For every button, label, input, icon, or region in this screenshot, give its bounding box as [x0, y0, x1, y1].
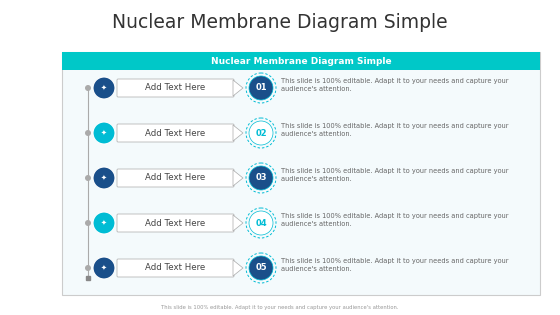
Text: Add Text Here: Add Text Here	[146, 129, 206, 138]
Circle shape	[93, 77, 115, 99]
Polygon shape	[233, 170, 243, 186]
Text: Add Text Here: Add Text Here	[146, 83, 206, 93]
Text: This slide is 100% editable. Adapt it to your needs and capture your audience's : This slide is 100% editable. Adapt it to…	[161, 306, 399, 311]
Text: Add Text Here: Add Text Here	[146, 174, 206, 182]
Polygon shape	[233, 260, 243, 276]
Circle shape	[93, 167, 115, 189]
Circle shape	[93, 212, 115, 234]
FancyBboxPatch shape	[117, 169, 234, 187]
Text: ✦: ✦	[101, 220, 107, 226]
Text: This slide is 100% editable. Adapt it to your needs and capture your
audience's : This slide is 100% editable. Adapt it to…	[281, 168, 508, 182]
Circle shape	[85, 265, 91, 271]
FancyBboxPatch shape	[62, 52, 540, 295]
FancyBboxPatch shape	[117, 259, 234, 277]
FancyBboxPatch shape	[117, 124, 234, 142]
Circle shape	[246, 118, 276, 148]
Text: Add Text Here: Add Text Here	[146, 219, 206, 227]
Polygon shape	[233, 125, 243, 141]
Text: 03: 03	[255, 174, 267, 182]
Circle shape	[249, 121, 273, 145]
Circle shape	[246, 253, 276, 283]
Text: 05: 05	[255, 264, 267, 272]
FancyBboxPatch shape	[117, 214, 234, 232]
Text: This slide is 100% editable. Adapt it to your needs and capture your
audience's : This slide is 100% editable. Adapt it to…	[281, 123, 508, 137]
Text: ✦: ✦	[101, 130, 107, 136]
FancyBboxPatch shape	[62, 52, 540, 70]
Text: This slide is 100% editable. Adapt it to your needs and capture your
audience's : This slide is 100% editable. Adapt it to…	[281, 213, 508, 227]
Text: Nuclear Membrane Diagram Simple: Nuclear Membrane Diagram Simple	[112, 13, 448, 32]
Circle shape	[249, 211, 273, 235]
FancyBboxPatch shape	[117, 79, 234, 97]
Circle shape	[85, 175, 91, 181]
Polygon shape	[233, 80, 243, 96]
Text: Nuclear Membrane Diagram Simple: Nuclear Membrane Diagram Simple	[211, 56, 391, 66]
Circle shape	[249, 256, 273, 280]
Text: 04: 04	[255, 219, 267, 227]
Circle shape	[249, 76, 273, 100]
Circle shape	[246, 163, 276, 193]
Circle shape	[246, 208, 276, 238]
Text: Add Text Here: Add Text Here	[146, 264, 206, 272]
Circle shape	[93, 122, 115, 144]
Text: 01: 01	[255, 83, 267, 93]
Polygon shape	[233, 215, 243, 231]
Circle shape	[93, 257, 115, 279]
Circle shape	[246, 73, 276, 103]
Text: ✦: ✦	[101, 265, 107, 271]
Text: This slide is 100% editable. Adapt it to your needs and capture your
audience's : This slide is 100% editable. Adapt it to…	[281, 78, 508, 92]
Text: ✦: ✦	[101, 175, 107, 181]
Text: ✦: ✦	[101, 85, 107, 91]
Circle shape	[85, 130, 91, 136]
Circle shape	[85, 85, 91, 91]
Circle shape	[85, 220, 91, 226]
Text: This slide is 100% editable. Adapt it to your needs and capture your
audience's : This slide is 100% editable. Adapt it to…	[281, 258, 508, 272]
Circle shape	[249, 166, 273, 190]
Text: 02: 02	[255, 129, 267, 138]
